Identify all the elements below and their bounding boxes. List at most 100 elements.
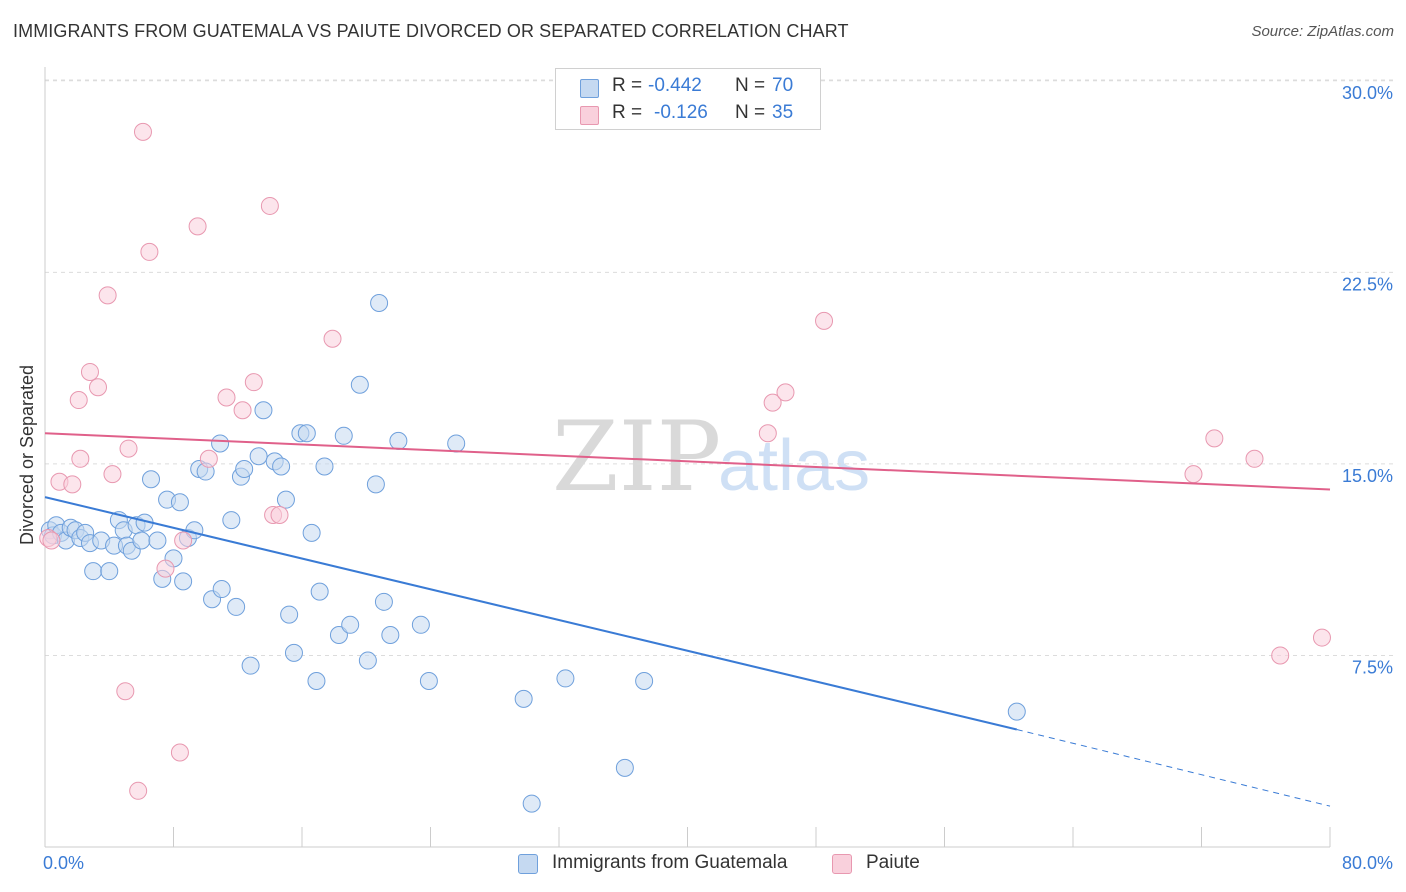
point-guatemala <box>329 626 348 645</box>
point-guatemala <box>254 401 273 420</box>
y-axis-label: Divorced or Separated <box>17 365 37 545</box>
legend-label-paiute: Paiute <box>866 852 920 873</box>
point-guatemala <box>334 426 353 445</box>
point-guatemala <box>276 490 295 509</box>
point-guatemala <box>174 572 193 591</box>
point-paiute <box>260 196 279 215</box>
point-paiute <box>815 311 834 330</box>
point-guatemala <box>302 523 321 542</box>
point-guatemala <box>211 434 230 453</box>
point-paiute <box>174 531 193 550</box>
correlation-stats-box: R = -0.442 N = 70 R = -0.126 N = 35 <box>555 68 821 130</box>
point-guatemala <box>272 457 291 476</box>
point-paiute <box>89 378 108 397</box>
stats-r-value: -0.126 <box>654 102 708 123</box>
y-tick-label: 22.5% <box>1342 274 1393 294</box>
point-guatemala <box>350 375 369 394</box>
point-guatemala <box>522 794 541 813</box>
point-paiute <box>42 531 61 550</box>
point-guatemala <box>411 615 430 634</box>
point-paiute <box>71 449 90 468</box>
x-tick-label: 80.0% <box>1342 853 1393 873</box>
point-guatemala <box>374 592 393 611</box>
point-paiute <box>188 217 207 236</box>
point-paiute <box>140 242 159 261</box>
point-guatemala <box>1007 702 1026 721</box>
x-tick-label: 0.0% <box>43 853 84 873</box>
point-paiute <box>270 505 289 524</box>
point-paiute <box>170 743 189 762</box>
stats-r-label: R = <box>612 102 643 123</box>
stats-n-label: N = <box>735 75 766 96</box>
point-guatemala <box>280 605 299 624</box>
point-paiute <box>1205 429 1224 448</box>
y-tick-label: 15.0% <box>1342 466 1393 486</box>
stats-r-label: R = <box>612 75 643 96</box>
point-paiute <box>116 682 135 701</box>
stats-n-value: 70 <box>772 75 794 96</box>
point-guatemala <box>235 460 254 479</box>
point-paiute <box>80 362 99 381</box>
point-guatemala <box>170 493 189 512</box>
point-guatemala <box>284 643 303 662</box>
point-guatemala <box>370 293 389 312</box>
point-paiute <box>233 401 252 420</box>
chart-source: Source: ZipAtlas.com <box>1251 23 1394 40</box>
point-paiute <box>244 373 263 392</box>
point-guatemala <box>148 531 167 550</box>
point-guatemala <box>341 615 360 634</box>
point-guatemala <box>241 656 260 675</box>
point-guatemala <box>514 689 533 708</box>
legend: Immigrants from Guatemala Paiute <box>0 852 1406 878</box>
point-guatemala <box>315 457 334 476</box>
point-paiute <box>776 383 795 402</box>
point-paiute <box>119 439 138 458</box>
point-guatemala <box>307 671 326 690</box>
point-guatemala <box>249 447 268 466</box>
point-guatemala <box>84 562 103 581</box>
point-guatemala <box>366 475 385 494</box>
point-paiute <box>763 393 782 412</box>
point-guatemala <box>389 431 408 450</box>
point-guatemala <box>100 562 119 581</box>
point-guatemala <box>310 582 329 601</box>
point-paiute <box>133 122 152 141</box>
point-paiute <box>98 286 117 305</box>
point-paiute <box>1312 628 1331 647</box>
point-guatemala <box>358 651 377 670</box>
point-paiute <box>758 424 777 443</box>
legend-swatch-guatemala <box>518 854 538 874</box>
stats-swatch-paiute <box>580 106 599 125</box>
stats-r-value: -0.442 <box>648 75 702 96</box>
point-guatemala <box>227 597 246 616</box>
point-paiute <box>63 475 82 494</box>
point-guatemala <box>212 580 231 599</box>
point-guatemala <box>381 626 400 645</box>
point-paiute <box>323 329 342 348</box>
point-paiute <box>1184 465 1203 484</box>
point-paiute <box>103 465 122 484</box>
y-tick-label: 7.5% <box>1352 657 1393 677</box>
stats-n-value: 35 <box>772 102 794 123</box>
axes <box>44 67 1331 848</box>
point-paiute <box>1271 646 1290 665</box>
legend-label-guatemala: Immigrants from Guatemala <box>552 852 788 873</box>
legend-swatch-paiute <box>832 854 852 874</box>
trend-lines <box>44 432 1331 807</box>
y-tick-label: 30.0% <box>1342 83 1393 103</box>
point-guatemala <box>447 434 466 453</box>
point-guatemala <box>142 470 161 489</box>
trendline-guatemala <box>44 496 1018 731</box>
point-paiute <box>156 559 175 578</box>
stats-swatch-guatemala <box>580 79 599 98</box>
point-guatemala <box>615 758 634 777</box>
chart-title: IMMIGRANTS FROM GUATEMALA VS PAIUTE DIVO… <box>13 21 849 41</box>
point-guatemala <box>297 424 316 443</box>
point-guatemala <box>222 511 241 530</box>
point-paiute <box>217 388 236 407</box>
point-guatemala <box>635 671 654 690</box>
tick-labels: 7.5% 15.0% 22.5% 30.0% 0.0% 80.0% <box>43 83 1393 873</box>
point-paiute <box>199 449 218 468</box>
point-guatemala <box>419 671 438 690</box>
